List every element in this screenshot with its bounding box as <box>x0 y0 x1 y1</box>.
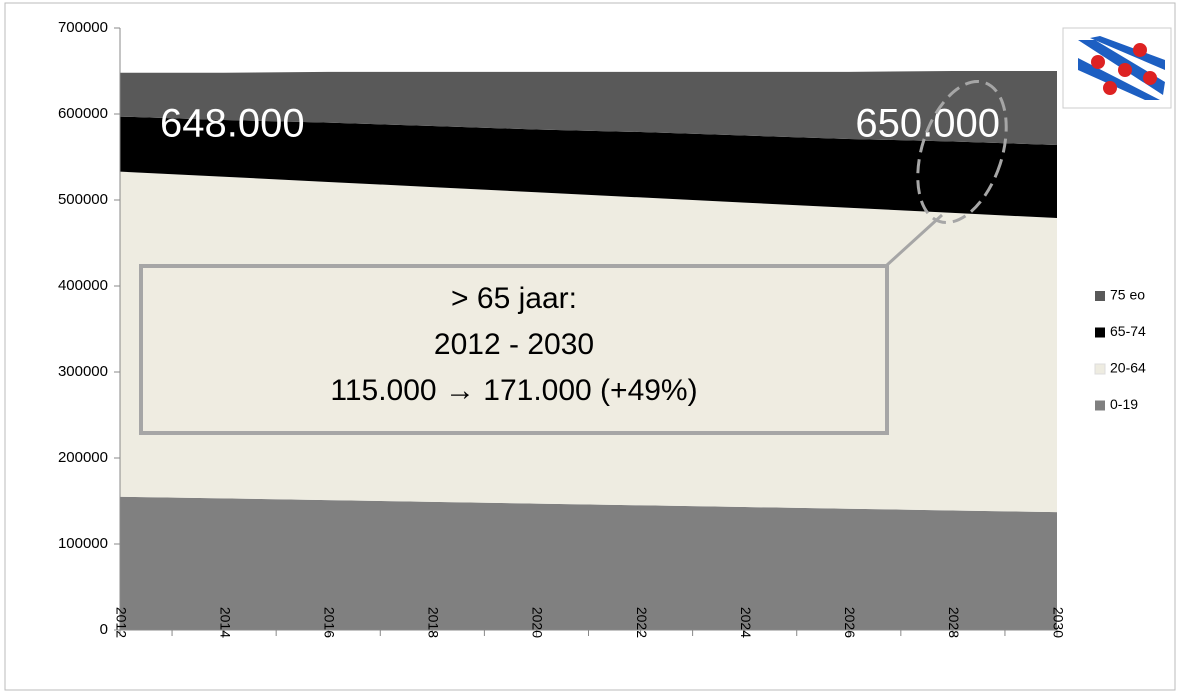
y-tick-label: 700000 <box>58 19 108 36</box>
flag-leaf <box>1143 71 1157 85</box>
x-tick-label: 2014 <box>217 607 233 638</box>
flag-leaf <box>1118 63 1132 77</box>
y-tick-label: 600000 <box>58 105 108 122</box>
x-tick-label: 2012 <box>113 607 129 638</box>
x-tick-label: 2030 <box>1050 607 1066 638</box>
y-tick-label: 300000 <box>58 363 108 380</box>
y-tick-label: 100000 <box>58 535 108 552</box>
legend-swatch <box>1094 363 1106 375</box>
flag-leaf <box>1103 81 1117 95</box>
x-tick-label: 2024 <box>738 607 754 638</box>
legend-label: 20-64 <box>1110 360 1146 376</box>
y-tick-label: 400000 <box>58 277 108 294</box>
annotation: 650.000 <box>855 102 1000 146</box>
flag-leaf <box>1133 43 1147 57</box>
y-tick-label: 200000 <box>58 449 108 466</box>
y-tick-label: 0 <box>100 621 108 638</box>
flag <box>1062 27 1172 109</box>
area <box>120 71 1057 145</box>
callout-line <box>885 213 944 267</box>
flag-leaf <box>1091 55 1105 69</box>
legend-swatch <box>1095 291 1105 301</box>
x-tick-label: 2022 <box>634 607 650 638</box>
x-tick-label: 2018 <box>426 607 442 638</box>
area <box>120 496 1057 630</box>
area <box>120 116 1057 219</box>
callout-text: 115.000 → 171.000 (+49%) <box>330 374 697 407</box>
x-tick-label: 2016 <box>322 607 338 638</box>
legend-swatch <box>1095 400 1105 411</box>
legend-swatch <box>1095 327 1105 338</box>
legend-label: 65-74 <box>1110 323 1146 339</box>
annotation: 648.000 <box>160 102 305 146</box>
callout-box <box>139 264 889 435</box>
x-tick-label: 2028 <box>946 607 962 638</box>
x-tick-label: 2026 <box>842 607 858 638</box>
callout-text: > 65 jaar: <box>451 282 577 315</box>
x-tick-label: 2020 <box>530 607 546 638</box>
legend-label: 0-19 <box>1110 396 1138 412</box>
legend-label: 75 eo <box>1110 287 1145 303</box>
highlight-ellipse <box>916 79 1008 225</box>
y-tick-label: 500000 <box>58 191 108 208</box>
callout-text: 2012 - 2030 <box>434 328 594 361</box>
